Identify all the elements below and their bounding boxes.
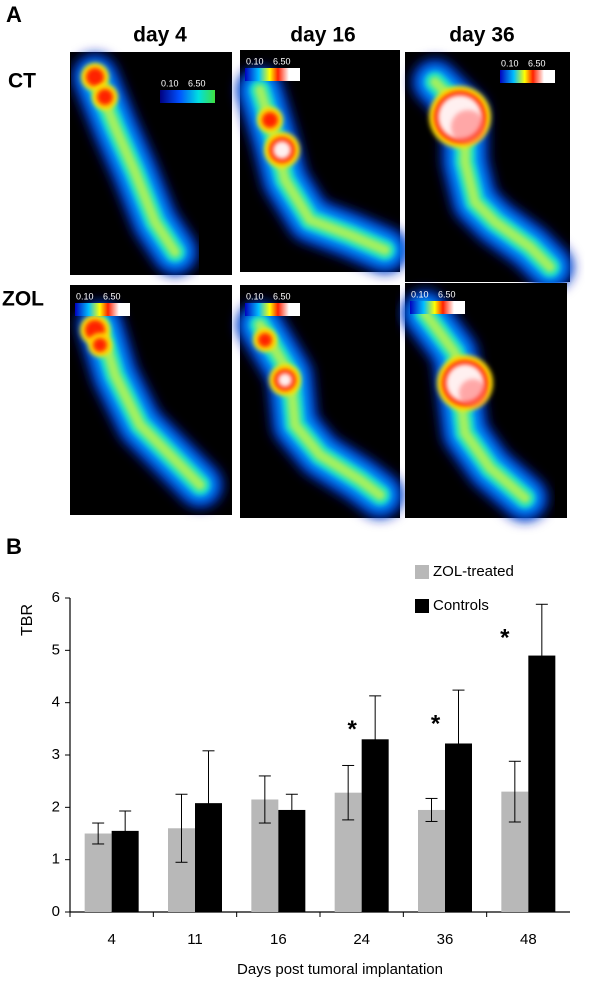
color-scale: [160, 90, 215, 103]
scan-image: 0.10 6.50: [405, 52, 573, 290]
scale-min: 0.10: [76, 291, 94, 301]
x-tick-label: 11: [187, 931, 203, 948]
color-scale: [245, 303, 300, 316]
x-tick-label: 4: [107, 931, 115, 948]
scan-image: 0.10 6.50: [402, 283, 567, 521]
scan-image: 0.10 6.50: [70, 52, 232, 275]
scale-max: 6.50: [438, 289, 456, 299]
x-tick-label: 16: [270, 931, 287, 948]
hotspot: [258, 333, 272, 347]
column-label: day 16: [290, 24, 355, 47]
scale-min: 0.10: [246, 291, 264, 301]
color-scale: [410, 301, 465, 314]
y-tick-label: 1: [52, 851, 60, 868]
hotspot: [262, 112, 278, 128]
scale-max: 6.50: [528, 58, 546, 68]
hotspot: [97, 89, 113, 105]
scale-min: 0.10: [501, 58, 519, 68]
y-tick-label: 0: [52, 903, 60, 920]
scintigraphy-images: 0.10 6.50 0.10 6.50 0.10 6.50 0.10 6.50 0.10 6.50…: [70, 50, 573, 521]
y-tick-label: 3: [52, 746, 60, 763]
color-scale: [245, 68, 300, 81]
scale-max: 6.50: [188, 78, 206, 88]
uptake-area: [95, 320, 205, 490]
bar: [418, 809, 445, 912]
significance-mark: *: [431, 710, 441, 737]
scale-min: 0.10: [161, 78, 179, 88]
y-tick-label: 2: [52, 798, 60, 815]
x-tick-label: 48: [520, 931, 537, 948]
uptake-area: [90, 72, 180, 257]
y-axis-title: TBR: [19, 604, 36, 636]
x-axis-title: Days post tumoral implantation: [237, 961, 443, 978]
significance-mark: *: [500, 625, 510, 652]
color-scale: [75, 303, 130, 316]
scale-max: 6.50: [103, 291, 121, 301]
legend-label: Controls: [433, 597, 489, 614]
scale-min: 0.10: [246, 56, 264, 66]
y-tick-label: 5: [52, 641, 60, 658]
scale-min: 0.10: [411, 289, 429, 299]
column-label: day 4: [133, 24, 187, 47]
significance-mark: *: [347, 716, 357, 743]
scale-max: 6.50: [273, 291, 291, 301]
hotspot: [93, 338, 107, 352]
hotspot: [278, 373, 292, 387]
scan-image: 0.10 6.50: [237, 285, 403, 518]
panel-label: A: [6, 2, 22, 27]
hotspot: [459, 379, 487, 407]
x-tick-label: 24: [353, 931, 370, 948]
color-scale: [500, 70, 555, 83]
bar: [278, 809, 306, 912]
panel-label: B: [6, 534, 22, 559]
row-label: CT: [8, 70, 36, 93]
scan-image: 0.10 6.50: [237, 50, 408, 273]
y-tick-label: 6: [52, 589, 60, 606]
bar: [84, 833, 112, 912]
legend-label: ZOL-treated: [433, 563, 514, 580]
x-tick-label: 36: [437, 931, 454, 948]
row-label: ZOL: [2, 288, 44, 311]
scale-max: 6.50: [273, 56, 291, 66]
legend-swatch: [415, 565, 429, 579]
hotspot: [273, 141, 291, 159]
scan-image: 0.10 6.50: [70, 285, 232, 515]
hotspot: [451, 110, 485, 144]
uptake-area: [420, 308, 530, 503]
y-tick-label: 4: [52, 694, 60, 711]
hotspot: [86, 68, 104, 86]
column-label: day 36: [449, 24, 514, 47]
legend-swatch: [415, 599, 429, 613]
